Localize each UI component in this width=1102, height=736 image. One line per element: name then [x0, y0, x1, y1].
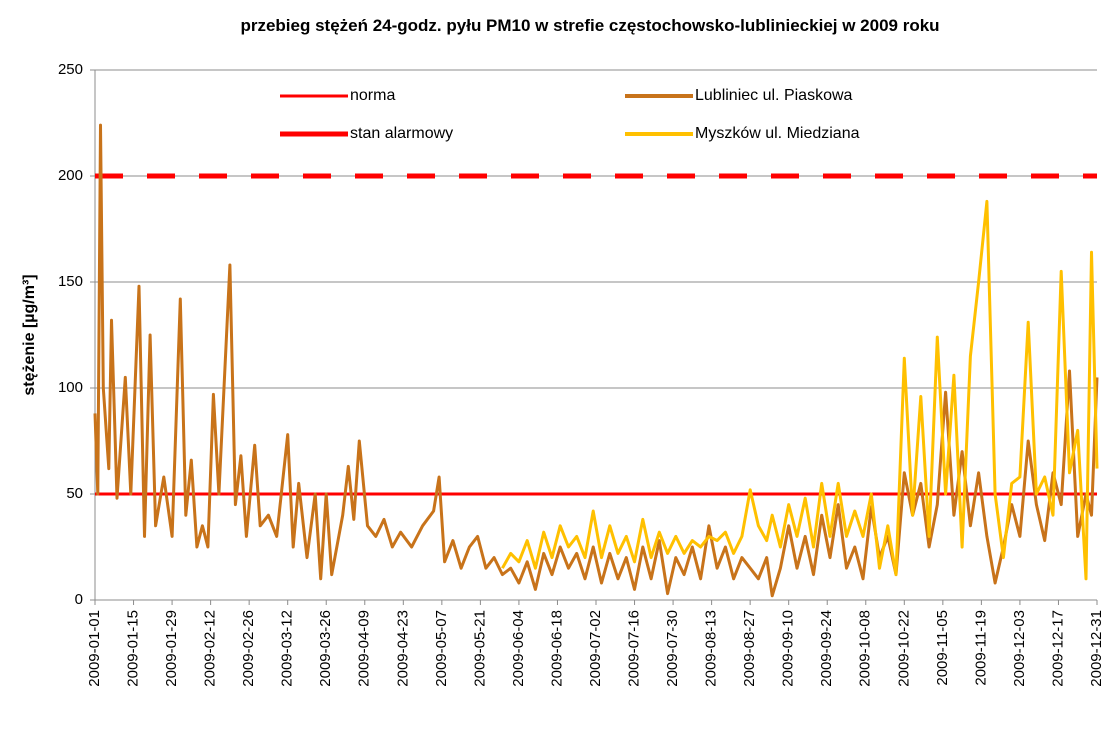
y-tick-label: 250 — [58, 61, 83, 78]
chart-title: przebieg stężeń 24-godz. pyłu PM10 w str… — [240, 16, 940, 35]
x-tick-label: 2009-03-12 — [279, 610, 296, 687]
y-tick-label: 150 — [58, 273, 83, 290]
x-tick-label: 2009-03-26 — [317, 610, 334, 687]
x-tick-label: 2009-06-18 — [548, 610, 565, 687]
x-tick-label: 2009-05-07 — [433, 610, 450, 687]
x-tick-label: 2009-05-21 — [471, 610, 488, 687]
series-line — [93, 123, 1099, 598]
x-tick-label: 2009-12-03 — [1011, 610, 1028, 687]
x-tick-label: 2009-04-09 — [356, 610, 373, 687]
x-tick-label: 2009-07-02 — [587, 610, 604, 687]
x-tick-label: 2009-08-13 — [703, 610, 720, 687]
legend-label: norma — [350, 87, 395, 104]
x-tick-label: 2009-04-23 — [394, 610, 411, 687]
x-tick-label: 2009-09-10 — [780, 610, 797, 687]
x-tick-label: 2009-12-17 — [1049, 610, 1066, 687]
legend-label: Lubliniec ul. Piaskowa — [695, 87, 853, 104]
x-tick-label: 2009-10-08 — [857, 610, 874, 687]
x-tick-label: 2009-11-05 — [934, 610, 951, 686]
x-tick-label: 2009-01-01 — [86, 610, 103, 687]
y-tick-label: 50 — [66, 485, 83, 502]
legend-label: stan alarmowy — [350, 125, 453, 142]
x-tick-label: 2009-07-30 — [664, 610, 681, 687]
x-tick-label: 2009-02-26 — [240, 610, 257, 687]
x-tick-label: 2009-01-15 — [125, 610, 142, 687]
x-tick-label: 2009-08-27 — [741, 610, 758, 687]
x-tick-label: 2009-10-22 — [895, 610, 912, 687]
x-tick-label: 2009-01-29 — [163, 610, 180, 687]
x-tick-label: 2009-12-31 — [1088, 610, 1102, 687]
y-axis-label: stężenie [µg/m³] — [21, 274, 38, 395]
y-tick-label: 200 — [58, 167, 83, 184]
x-tick-label: 2009-07-16 — [626, 610, 643, 687]
legend-label: Myszków ul. Miedziana — [695, 125, 860, 142]
y-tick-label: 0 — [75, 591, 83, 608]
x-tick-label: 2009-06-04 — [510, 610, 527, 687]
x-tick-label: 2009-11-19 — [972, 610, 989, 686]
y-tick-label: 100 — [58, 379, 83, 396]
x-tick-label: 2009-09-24 — [818, 610, 835, 687]
series-line — [501, 199, 1099, 581]
x-tick-label: 2009-02-12 — [202, 610, 219, 687]
